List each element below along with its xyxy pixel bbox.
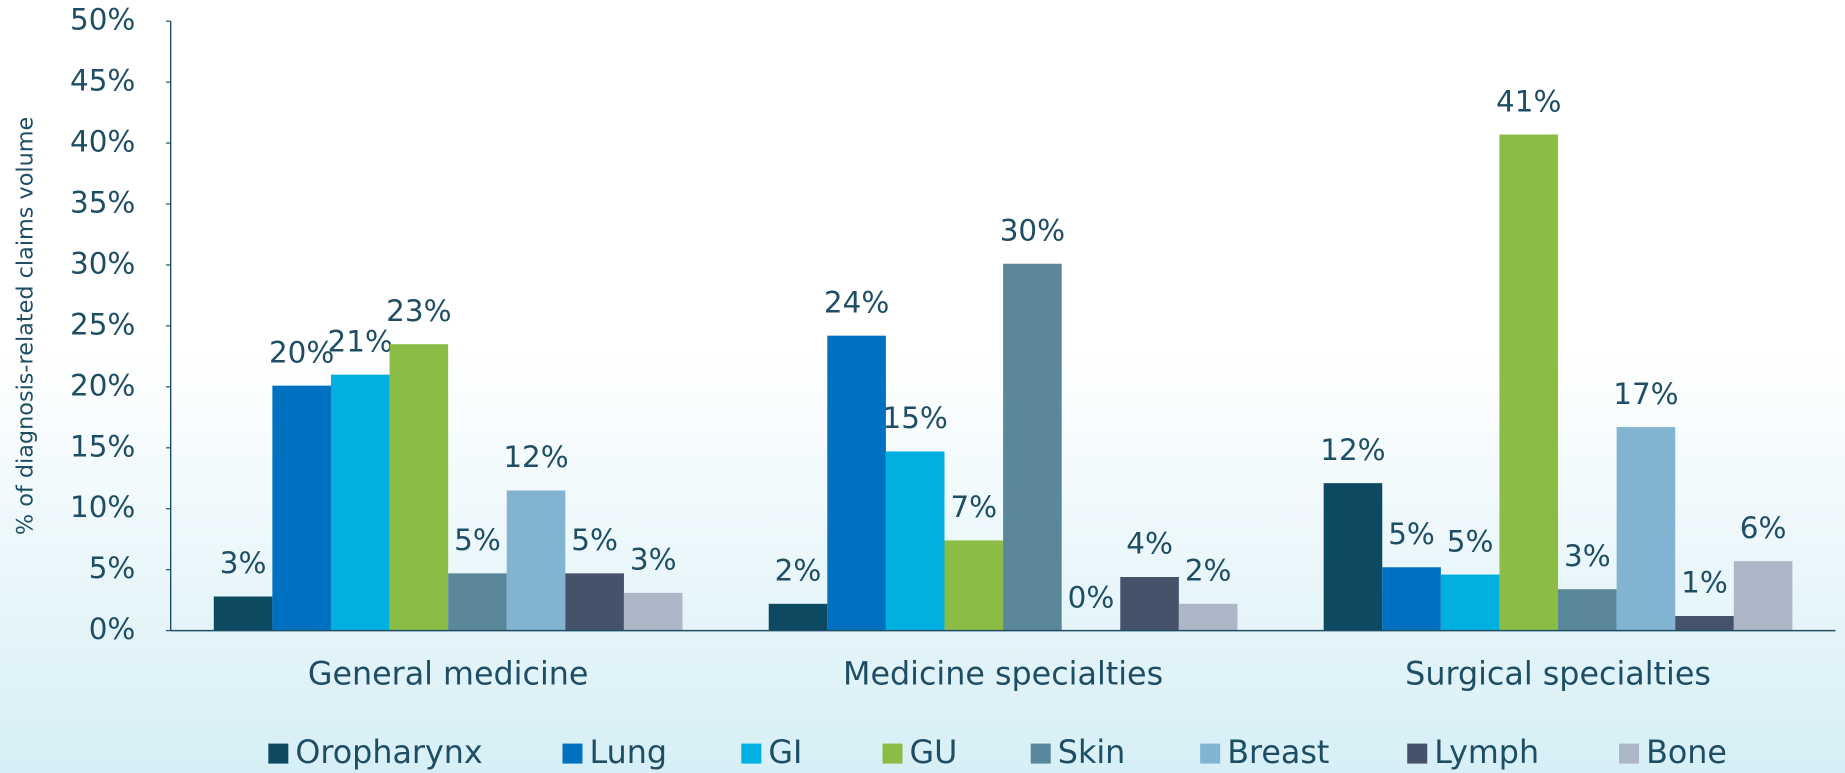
y-axis-title: % of diagnosis-related claims volume xyxy=(12,117,38,535)
legend-swatch xyxy=(1619,743,1640,764)
legend-label: Lymph xyxy=(1434,735,1539,771)
bar xyxy=(1733,561,1793,631)
bar xyxy=(1003,263,1062,631)
bar xyxy=(827,335,886,631)
legend-swatch xyxy=(741,743,762,764)
y-tick-label: 45% xyxy=(70,64,135,98)
data-label: 17% xyxy=(1613,377,1678,411)
data-label: 2% xyxy=(775,554,822,588)
data-label: 12% xyxy=(1320,433,1385,467)
legend-label: GU xyxy=(910,735,958,771)
legend-label: Bone xyxy=(1646,735,1727,771)
bar xyxy=(1558,589,1617,631)
bar xyxy=(1616,427,1676,631)
data-label: 24% xyxy=(824,285,889,319)
data-label: 1% xyxy=(1681,566,1728,600)
legend-label: Skin xyxy=(1058,735,1125,771)
legend-swatch xyxy=(1030,743,1051,764)
legend-swatch xyxy=(268,743,289,764)
data-label: 12% xyxy=(503,440,568,474)
data-label: 2% xyxy=(1185,554,1232,588)
bar xyxy=(1382,567,1441,631)
bar xyxy=(1440,574,1500,631)
bar xyxy=(330,374,390,631)
bar xyxy=(1499,134,1559,631)
bar xyxy=(448,573,507,631)
bar xyxy=(389,344,449,631)
data-label: 3% xyxy=(630,543,677,577)
y-tick-label: 25% xyxy=(70,307,135,341)
bar xyxy=(1675,616,1734,631)
bar xyxy=(944,540,1004,631)
data-label: 20% xyxy=(269,335,334,369)
bar xyxy=(1323,483,1383,631)
data-label: 4% xyxy=(1126,527,1173,561)
y-tick-label: 10% xyxy=(70,490,135,524)
data-label: 5% xyxy=(1447,524,1494,558)
legend-swatch xyxy=(1200,743,1221,764)
data-label: 30% xyxy=(1000,213,1065,247)
legend-swatch xyxy=(1407,743,1428,764)
bar xyxy=(623,592,683,631)
bar xyxy=(768,603,828,631)
y-tick-label: 5% xyxy=(89,551,136,585)
x-tick-label: Surgical specialties xyxy=(1405,656,1711,692)
legend-label: Breast xyxy=(1227,735,1329,771)
data-label: 41% xyxy=(1496,84,1561,118)
bar xyxy=(1178,603,1238,631)
y-tick-label: 20% xyxy=(70,368,135,402)
bar xyxy=(565,573,624,631)
data-label: 5% xyxy=(1388,517,1435,551)
data-label: 7% xyxy=(950,490,997,524)
legend-swatch xyxy=(882,743,903,764)
data-label: 3% xyxy=(1564,539,1611,573)
y-tick-label: 15% xyxy=(70,429,135,463)
data-label: 15% xyxy=(883,401,948,435)
legend-label: Oropharynx xyxy=(295,735,482,771)
bar xyxy=(885,451,945,631)
y-tick-label: 35% xyxy=(70,186,135,220)
legend-label: Lung xyxy=(590,735,668,771)
x-tick-label: General medicine xyxy=(308,656,589,692)
y-tick-label: 50% xyxy=(70,3,135,37)
data-label: 5% xyxy=(571,523,618,557)
x-tick-label: Medicine specialties xyxy=(843,656,1163,692)
data-label: 0% xyxy=(1068,580,1115,614)
legend-swatch xyxy=(562,743,583,764)
data-label: 3% xyxy=(220,546,267,580)
legend-label: GI xyxy=(768,735,802,771)
data-label: 6% xyxy=(1740,511,1787,545)
y-tick-label: 30% xyxy=(70,246,135,280)
data-label: 23% xyxy=(386,294,451,328)
y-tick-label: 0% xyxy=(89,612,136,646)
bar xyxy=(506,490,566,631)
data-label: 21% xyxy=(328,324,393,358)
bar xyxy=(272,385,331,631)
data-label: 5% xyxy=(454,523,501,557)
bar xyxy=(213,596,273,631)
bar xyxy=(1120,577,1179,631)
y-tick-label: 40% xyxy=(70,125,135,159)
